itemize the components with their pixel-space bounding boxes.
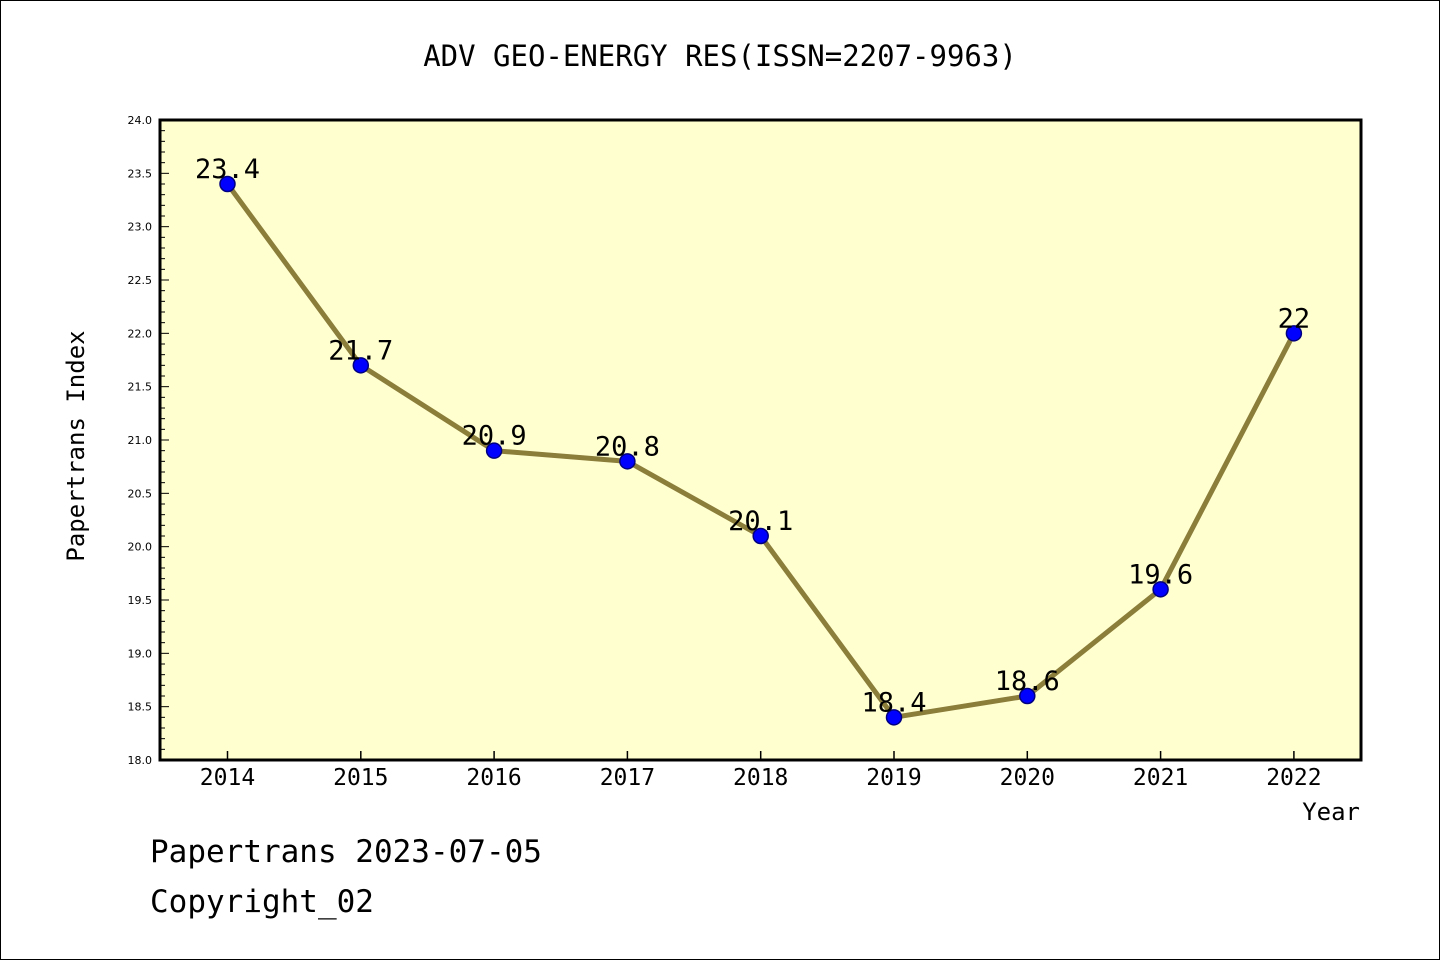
y-tick-label: 20.5 bbox=[128, 487, 153, 500]
y-tick-label: 18.5 bbox=[128, 701, 153, 714]
x-tick-label: 2021 bbox=[1133, 765, 1188, 791]
x-tick-label: 2022 bbox=[1266, 765, 1321, 791]
data-label: 20.9 bbox=[462, 421, 527, 452]
plot-border bbox=[158, 118, 1363, 762]
y-tick-label: 19.0 bbox=[128, 647, 153, 660]
x-tick-label: 2015 bbox=[333, 765, 388, 791]
y-tick-label: 24.0 bbox=[128, 114, 153, 127]
data-point-marker bbox=[485, 442, 503, 459]
footer-date: Papertrans 2023-07-05 bbox=[150, 834, 542, 870]
data-label: 20.1 bbox=[728, 506, 793, 537]
x-tick-label: 2019 bbox=[866, 765, 921, 791]
data-label: 23.4 bbox=[195, 154, 260, 185]
y-tick-label: 23.0 bbox=[128, 221, 153, 234]
data-point-marker bbox=[1152, 581, 1169, 598]
x-tick-label: 2017 bbox=[600, 765, 655, 791]
chart-title: ADV GEO-ENERGY RES(ISSN=2207-9963) bbox=[423, 39, 1017, 73]
data-point-marker bbox=[619, 453, 636, 470]
y-tick-label: 19.5 bbox=[128, 594, 153, 607]
data-label: 18.6 bbox=[995, 666, 1060, 697]
y-tick-label: 23.5 bbox=[128, 167, 153, 180]
data-point-marker bbox=[885, 709, 903, 726]
y-axis-label: Papertrans Index bbox=[62, 330, 90, 561]
data-labels: 23.4 21.7 20.9 20.8 20.1 18.4 18.6 19.6 22 bbox=[195, 154, 1310, 718]
data-point-marker bbox=[352, 357, 370, 374]
y-tick-label: 18.0 bbox=[128, 754, 153, 767]
data-label: 19.6 bbox=[1128, 559, 1193, 590]
data-label: 21.7 bbox=[328, 335, 393, 366]
footer-copyright: Copyright_02 bbox=[150, 884, 374, 920]
y-tick-label: 21.0 bbox=[128, 434, 153, 447]
x-tick-label: 2014 bbox=[200, 765, 255, 791]
data-point-marker bbox=[1019, 687, 1036, 705]
x-tick-label: 2016 bbox=[466, 765, 521, 791]
data-point-marker bbox=[1285, 325, 1303, 342]
data-point-marker bbox=[219, 175, 236, 193]
data-label: 18.4 bbox=[861, 687, 926, 718]
y-tick-label: 22.5 bbox=[128, 274, 153, 287]
plot-area bbox=[160, 120, 1361, 760]
y-tick-label: 21.5 bbox=[128, 381, 153, 394]
data-label: 20.8 bbox=[595, 431, 660, 462]
x-tick-label: 2020 bbox=[1000, 765, 1055, 791]
data-label: 22 bbox=[1278, 303, 1311, 334]
data-point-marker bbox=[752, 527, 769, 545]
x-axis-label: Year bbox=[1302, 798, 1360, 826]
x-tick-label: 2018 bbox=[733, 765, 788, 791]
y-tick-label: 20.0 bbox=[128, 541, 153, 554]
series-markers bbox=[219, 175, 1303, 726]
y-tick-label: 22.0 bbox=[128, 327, 153, 340]
